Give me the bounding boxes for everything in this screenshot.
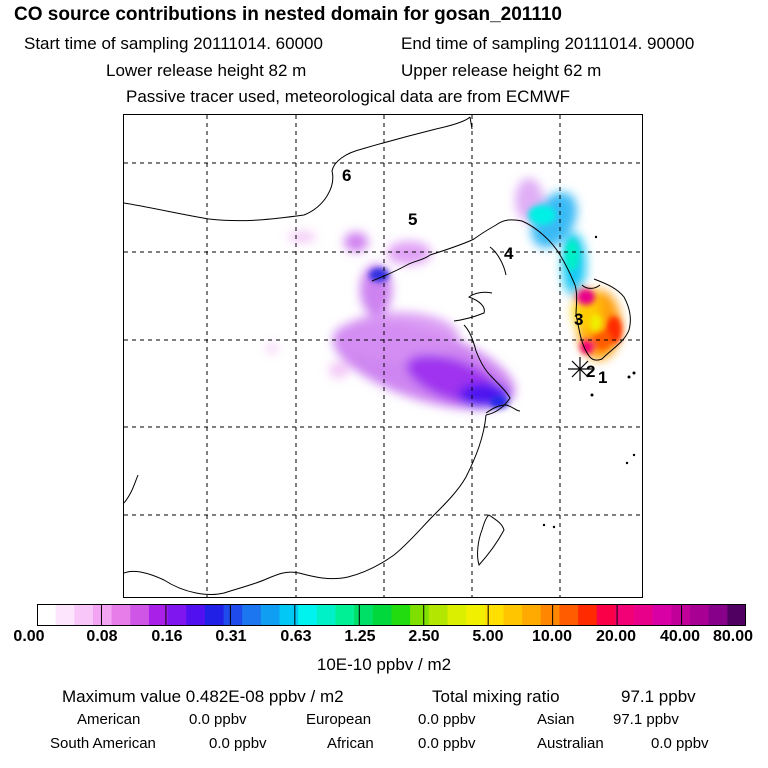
colorbar-tick-label: 0.00 <box>13 628 45 645</box>
colorbar-tick-label: 5.00 <box>472 628 504 645</box>
region-value: 0.0 ppbv <box>418 735 476 752</box>
colorbar-tick-label: 2.50 <box>408 628 440 645</box>
colorbar-tick-label: 20.00 <box>595 628 637 645</box>
colorbar-swatch <box>223 604 243 626</box>
colorbar-swatch <box>484 604 505 626</box>
small-islands <box>542 235 636 529</box>
site-label-4: 4 <box>504 244 514 263</box>
colorbar-swatch <box>372 604 393 626</box>
colorbar-swatch <box>204 604 225 626</box>
colorbar-swatch <box>559 604 579 626</box>
region-name: American <box>77 711 141 728</box>
site-label-1: 1 <box>598 368 607 387</box>
region-name: Australian <box>537 735 604 752</box>
colorbar-swatch <box>242 604 262 626</box>
colorbar-swatch <box>37 604 57 626</box>
region-value: 0.0 ppbv <box>651 735 709 752</box>
colorbar-swatch <box>148 604 169 626</box>
colorbar-swatch <box>503 604 523 626</box>
region-name: European <box>306 711 372 728</box>
start-time: Start time of sampling 20111014. 60000 <box>24 34 323 53</box>
colorbar-swatch <box>634 604 654 626</box>
colorbar <box>37 604 747 626</box>
colorbar-swatch <box>74 604 94 626</box>
receptor-marker-icon <box>568 357 592 381</box>
colorbar-swatch <box>578 604 598 626</box>
colorbar-swatch <box>466 604 486 626</box>
colorbar-swatch <box>186 604 206 626</box>
colorbar-swatch <box>596 604 616 626</box>
colorbar-swatch <box>316 604 337 626</box>
colorbar-swatch <box>111 604 131 626</box>
colorbar-swatch <box>130 604 150 626</box>
concentration-plume <box>267 178 622 410</box>
colorbar-swatch <box>335 604 355 626</box>
coastlines <box>124 116 631 595</box>
map-title: CO source contributions in nested domain… <box>14 4 562 25</box>
site-label-3: 3 <box>574 310 583 329</box>
colorbar-tick-label: 1.25 <box>344 628 376 645</box>
colorbar-tick-label: 0.63 <box>280 628 312 645</box>
colorbar-swatch <box>167 604 187 626</box>
lower-release-height: Lower release height 82 m <box>106 61 307 80</box>
colorbar-swatch <box>55 604 75 626</box>
colorbar-swatch <box>298 604 318 626</box>
colorbar-swatch <box>447 604 467 626</box>
end-time: End time of sampling 20111014. 90000 <box>401 34 695 53</box>
colorbar-swatch <box>652 604 672 626</box>
region-value: 0.0 ppbv <box>209 735 267 752</box>
colorbar-swatch <box>690 604 710 626</box>
region-value: 97.1 ppbv <box>613 711 679 728</box>
colorbar-tick-label: 40.00 <box>659 628 701 645</box>
map-panel: 1 2 3 4 5 6 <box>123 114 643 598</box>
region-name: South American <box>50 735 156 752</box>
colorbar-swatch <box>428 604 449 626</box>
region-name: African <box>327 735 374 752</box>
colorbar-swatch <box>354 604 374 626</box>
total-mixing-ratio-value: 97.1 ppbv <box>621 687 696 706</box>
colorbar-swatch <box>522 604 542 626</box>
colorbar-swatch <box>708 604 728 626</box>
site-label-6: 6 <box>342 166 351 185</box>
site-label-5: 5 <box>408 210 417 229</box>
map-canvas: 1 2 3 4 5 6 <box>124 115 642 597</box>
colorbar-tick-label: 80.00 <box>712 628 754 645</box>
colorbar-tick-label: 0.31 <box>215 628 247 645</box>
region-value: 0.0 ppbv <box>418 711 476 728</box>
colorbar-tick-label: 10.00 <box>531 628 573 645</box>
site-label-2: 2 <box>586 362 595 381</box>
colorbar-swatches <box>37 604 747 626</box>
colorbar-tick-label: 0.16 <box>151 628 183 645</box>
colorbar-unit: 10E-10 ppbv / m2 <box>316 655 452 674</box>
colorbar-swatch <box>92 604 113 626</box>
colorbar-swatch <box>671 604 691 626</box>
colorbar-swatch <box>279 604 299 626</box>
colorbar-swatch <box>391 604 411 626</box>
colorbar-border <box>37 604 746 626</box>
colorbar-swatch <box>260 604 281 626</box>
tracer-note: Passive tracer used, meteorological data… <box>126 87 571 106</box>
maximum-value: Maximum value 0.482E-08 ppbv / m2 <box>62 687 344 706</box>
region-name: Asian <box>537 711 575 728</box>
colorbar-swatch <box>727 604 747 626</box>
upper-release-height: Upper release height 62 m <box>401 61 602 80</box>
lat-lon-grid <box>124 115 642 597</box>
colorbar-swatch <box>410 604 430 626</box>
colorbar-tick-label: 0.08 <box>86 628 118 645</box>
colorbar-swatch <box>615 604 635 626</box>
total-mixing-ratio-label: Total mixing ratio <box>432 687 560 706</box>
region-value: 0.0 ppbv <box>189 711 247 728</box>
colorbar-swatch <box>540 604 561 626</box>
